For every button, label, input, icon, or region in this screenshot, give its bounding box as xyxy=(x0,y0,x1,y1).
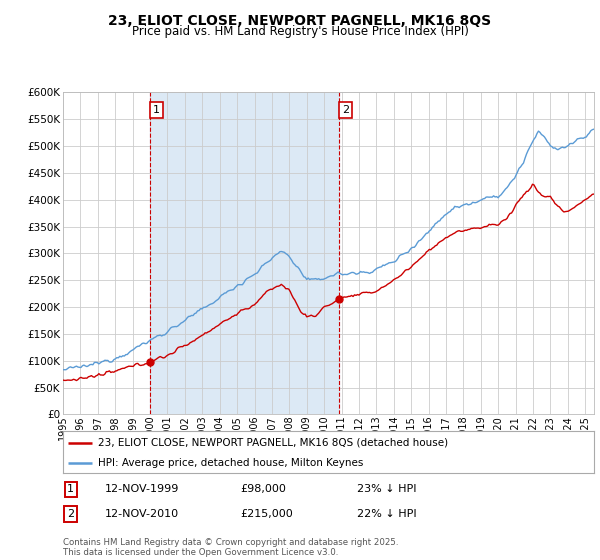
Text: 22% ↓ HPI: 22% ↓ HPI xyxy=(357,509,416,519)
Text: £98,000: £98,000 xyxy=(240,484,286,494)
Text: Contains HM Land Registry data © Crown copyright and database right 2025.
This d: Contains HM Land Registry data © Crown c… xyxy=(63,538,398,557)
Text: 12-NOV-1999: 12-NOV-1999 xyxy=(105,484,179,494)
Text: 12-NOV-2010: 12-NOV-2010 xyxy=(105,509,179,519)
Text: £215,000: £215,000 xyxy=(240,509,293,519)
Text: 23, ELIOT CLOSE, NEWPORT PAGNELL, MK16 8QS: 23, ELIOT CLOSE, NEWPORT PAGNELL, MK16 8… xyxy=(109,14,491,28)
Text: 2: 2 xyxy=(342,105,349,115)
Text: 23% ↓ HPI: 23% ↓ HPI xyxy=(357,484,416,494)
Text: 1: 1 xyxy=(67,484,74,494)
Bar xyxy=(150,92,339,414)
Text: HPI: Average price, detached house, Milton Keynes: HPI: Average price, detached house, Milt… xyxy=(98,458,363,468)
Text: Price paid vs. HM Land Registry's House Price Index (HPI): Price paid vs. HM Land Registry's House … xyxy=(131,25,469,38)
Text: 1: 1 xyxy=(152,105,160,115)
Text: 23, ELIOT CLOSE, NEWPORT PAGNELL, MK16 8QS (detached house): 23, ELIOT CLOSE, NEWPORT PAGNELL, MK16 8… xyxy=(98,437,448,447)
Text: 2: 2 xyxy=(67,509,74,519)
